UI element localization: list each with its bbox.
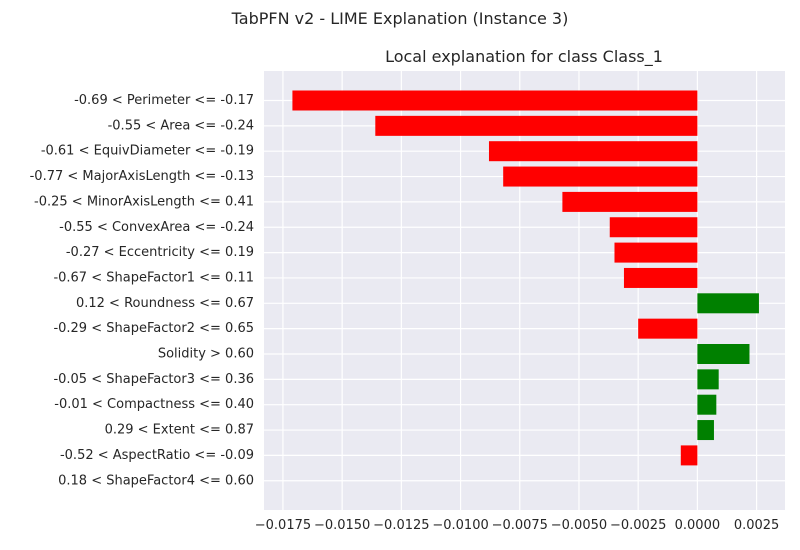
bar-layer <box>292 90 759 466</box>
y-tick-labels: -0.69 < Perimeter <= -0.17 -0.55 < Area <… <box>30 93 254 488</box>
y-tick-label: -0.01 < Compactness <= 0.40 <box>54 397 254 412</box>
x-tick-label: −0.0100 <box>432 518 488 533</box>
x-tick-label: −0.0175 <box>255 518 311 533</box>
y-tick-label: -0.55 < Area <= -0.24 <box>108 118 254 133</box>
bar <box>562 191 698 212</box>
bar <box>638 318 698 339</box>
y-tick-label: 0.29 < Extent <= 0.87 <box>105 423 254 438</box>
x-tick-label: −0.0075 <box>492 518 548 533</box>
chart-title: Local explanation for class Class_1 <box>385 47 663 67</box>
y-tick-label: Solidity > 0.60 <box>158 347 254 362</box>
x-tick-labels: −0.0175 −0.0150 −0.0125 −0.0100 −0.0075 −0.00… <box>255 518 780 533</box>
bar <box>697 394 717 415</box>
y-tick-label: -0.61 < EquivDiameter <= -0.19 <box>41 144 254 159</box>
bar <box>503 166 698 187</box>
y-tick-label: -0.29 < ShapeFactor2 <= 0.65 <box>53 321 254 336</box>
x-tick-label: −0.0125 <box>373 518 429 533</box>
x-tick-label: −0.0150 <box>314 518 370 533</box>
bar <box>697 420 714 441</box>
bar <box>614 242 698 263</box>
bar <box>292 90 698 111</box>
y-tick-label: 0.18 < ShapeFactor4 <= 0.60 <box>58 473 254 488</box>
bar <box>375 115 698 136</box>
bar <box>680 445 698 466</box>
x-tick-label: −0.0050 <box>551 518 607 533</box>
y-tick-label: -0.69 < Perimeter <= -0.17 <box>74 93 254 108</box>
y-tick-label: -0.05 < ShapeFactor3 <= 0.36 <box>53 372 254 387</box>
figure-title: TabPFN v2 - LIME Explanation (Instance 3… <box>231 9 569 28</box>
bar <box>488 141 698 162</box>
bar <box>697 344 750 364</box>
y-tick-label: -0.67 < ShapeFactor1 <= 0.11 <box>53 270 254 285</box>
bar <box>609 217 698 238</box>
y-tick-label: -0.27 < Eccentricity <= 0.19 <box>66 245 254 260</box>
y-tick-label: -0.55 < ConvexArea <= -0.24 <box>59 220 254 235</box>
x-tick-label: 0.0025 <box>734 518 780 533</box>
y-tick-label: -0.52 < AspectRatio <= -0.09 <box>60 448 254 463</box>
x-tick-label: 0.0000 <box>675 518 721 533</box>
y-tick-label: -0.25 < MinorAxisLength <= 0.41 <box>34 194 254 209</box>
bar <box>697 369 719 390</box>
x-tick-label: −0.0025 <box>610 518 666 533</box>
bar <box>623 267 698 288</box>
bar <box>697 293 759 314</box>
y-tick-label: -0.77 < MajorAxisLength <= -0.13 <box>30 169 254 184</box>
y-tick-label: 0.12 < Roundness <= 0.67 <box>76 296 254 311</box>
